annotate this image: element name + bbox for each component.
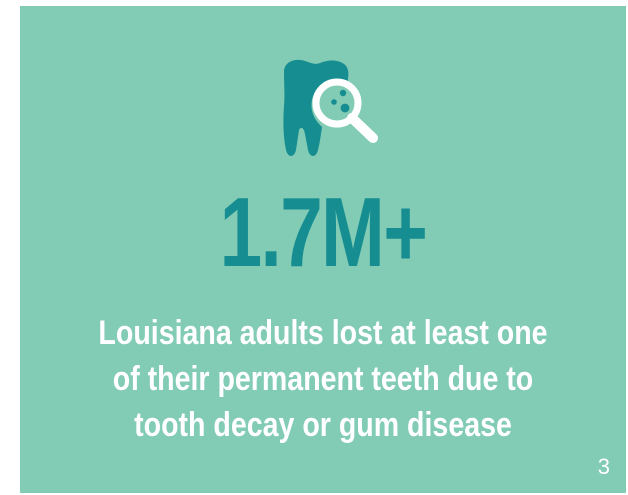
description-line: Louisiana adults lost at least one [98, 314, 548, 352]
headline-statistic: 1.7M+ [219, 177, 428, 287]
statistic-description: Louisiana adults lost at least one of th… [68, 310, 577, 448]
description-line: of their permanent teeth due to [112, 360, 534, 398]
description-line: tooth decay or gum disease [134, 406, 512, 444]
page-number: 3 [597, 454, 610, 479]
tooth-magnifier-icon [274, 58, 380, 162]
infographic-card: 1.7M+ Louisiana adults lost at least one… [20, 6, 626, 493]
